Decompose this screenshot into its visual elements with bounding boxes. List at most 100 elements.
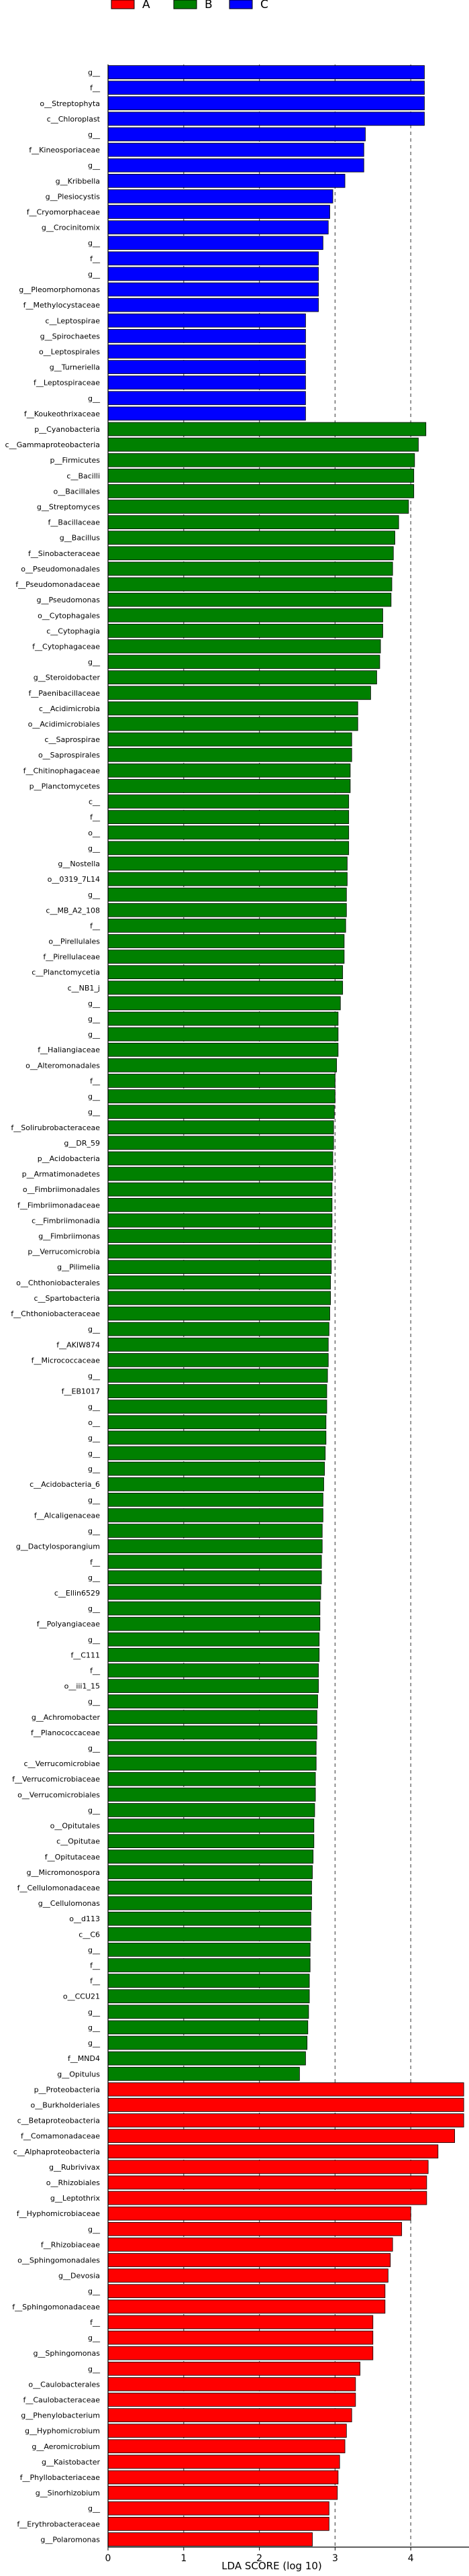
legend-swatch-A [111, 0, 135, 9]
bar [107, 1539, 323, 1553]
bar-label: f__Haliangiaceae [38, 1046, 100, 1054]
bar-label: f__Pseudomonadaceae [15, 580, 100, 589]
bar-label: o__Cytophagales [38, 611, 100, 620]
bar-label: c__Acidobacteria_6 [30, 1480, 100, 1489]
bar-label: o__d113 [69, 1915, 100, 1923]
bar [107, 1741, 317, 1755]
bar [107, 1679, 319, 1693]
bar-label: g__Plesiocystis [46, 192, 101, 201]
bar [107, 934, 345, 948]
bar-label: g__Sinorhizobium [36, 2489, 100, 2497]
bar [107, 996, 341, 1011]
bar-label: g__ [88, 2364, 100, 2373]
bars [107, 65, 464, 2546]
bar-label: o__Burkholderiales [30, 2101, 100, 2109]
bar [107, 189, 333, 203]
bar-label: c__Alphaproteobacteria [13, 2148, 100, 2156]
bar [107, 406, 306, 421]
bar-label: c__Cytophagia [46, 627, 100, 635]
bar-label: g__ [88, 1635, 100, 1644]
bar [107, 1415, 327, 1430]
bar-label: c__MB_A2_108 [46, 906, 100, 915]
bar-label: g__ [88, 239, 100, 248]
bar-label: f__ [90, 1558, 100, 1567]
bar [107, 220, 329, 234]
bar [107, 422, 427, 436]
bar-label: g__Steroidobacter [34, 674, 101, 682]
bar [107, 1911, 311, 1926]
bar [107, 1244, 332, 1258]
bar [107, 173, 346, 188]
bar-label: g__ [88, 2023, 100, 2032]
bar-label: g__ [88, 1434, 100, 1442]
bar-label: g__Streptomyces [37, 503, 100, 512]
bar-label: f__Leptospiraceae [34, 379, 100, 387]
bar-label: g__Rubrivivax [49, 2163, 100, 2172]
bar-label: o__Caulobacterales [28, 2380, 100, 2389]
bar [107, 1011, 339, 1026]
bar [107, 2454, 340, 2469]
bar-label: g__Crocinitomix [42, 224, 101, 232]
bar-label: c__Gammaproteobacteria [5, 441, 100, 449]
bar [107, 1725, 317, 1740]
bar [107, 1197, 333, 1212]
bar-label: f__Hyphomicrobiaceae [17, 2209, 101, 2218]
bar [107, 111, 425, 126]
bar-label: f__Solirubrobacteraceae [11, 1123, 100, 1132]
bar [107, 267, 319, 281]
bar-label: f__MND4 [68, 2054, 100, 2063]
bar-label: g__Micromonospora [27, 1868, 100, 1877]
bar-label: c__Betaproteobacteria [17, 2117, 100, 2125]
bar-label: f__Methylocystaceae [23, 301, 101, 310]
bar-label: g__ [88, 1806, 100, 1814]
bar-label: g__Spirochaetes [40, 332, 101, 340]
bar-label: f__Pirellulaceae [43, 953, 100, 962]
bar [107, 608, 383, 623]
bar-label: c__Verrucomicrobiae [24, 1759, 101, 1768]
bar-label: f__Sphingomonadaceae [12, 2303, 100, 2311]
bar-label: g__Sphingomonas [33, 2349, 100, 2358]
bar [107, 2082, 464, 2097]
bar-label: f__Chitinophagaceae [23, 766, 101, 775]
bar [107, 1616, 321, 1631]
bar [107, 2160, 429, 2174]
bar [107, 2206, 411, 2221]
bar-label: g__Opitulus [57, 2070, 100, 2078]
bar [107, 2113, 464, 2127]
bar-label: o__Chthoniobacterales [16, 1279, 100, 1287]
bar-label: p__Cyanobacteria [34, 425, 100, 434]
bar [107, 1027, 339, 1042]
bar [107, 2377, 356, 2391]
bar [107, 1958, 311, 1972]
bar-label: f__Sinobacteraceae [28, 549, 100, 558]
bar-label: g__ [88, 1015, 100, 1023]
bar [107, 2175, 427, 2190]
bar-label: c__Acidimicrobia [39, 704, 100, 713]
bar [107, 577, 393, 592]
bar-label: f__Micrococcaceae [32, 1356, 101, 1365]
bar-label: p__Verrucomicrobia [28, 1248, 100, 1256]
bar [107, 344, 306, 359]
bar [107, 1229, 333, 1243]
bar [107, 794, 350, 809]
bar [107, 856, 348, 871]
bar-label: f__Kineosporiaceae [29, 146, 100, 154]
bar [107, 1275, 331, 1290]
bar [107, 1446, 326, 1461]
bar [107, 1151, 333, 1166]
bar [107, 1585, 321, 1600]
bar [107, 919, 346, 933]
bar-label: g__ [88, 2039, 100, 2048]
x-tick-label: 2 [256, 2553, 262, 2564]
bar [107, 313, 306, 328]
bar-label: g__ [88, 1744, 100, 1753]
bar-label: p__Acidobacteria [38, 1154, 100, 1163]
bar [107, 2035, 308, 2050]
bar-label: o__CCU21 [63, 1992, 100, 2001]
bar [107, 1337, 329, 1352]
bar-label: c__C6 [79, 1930, 100, 1939]
bar [107, 453, 415, 467]
bar-label: g__ [88, 1573, 100, 1582]
bar [107, 670, 377, 685]
bar-label: g__ [88, 1030, 100, 1039]
